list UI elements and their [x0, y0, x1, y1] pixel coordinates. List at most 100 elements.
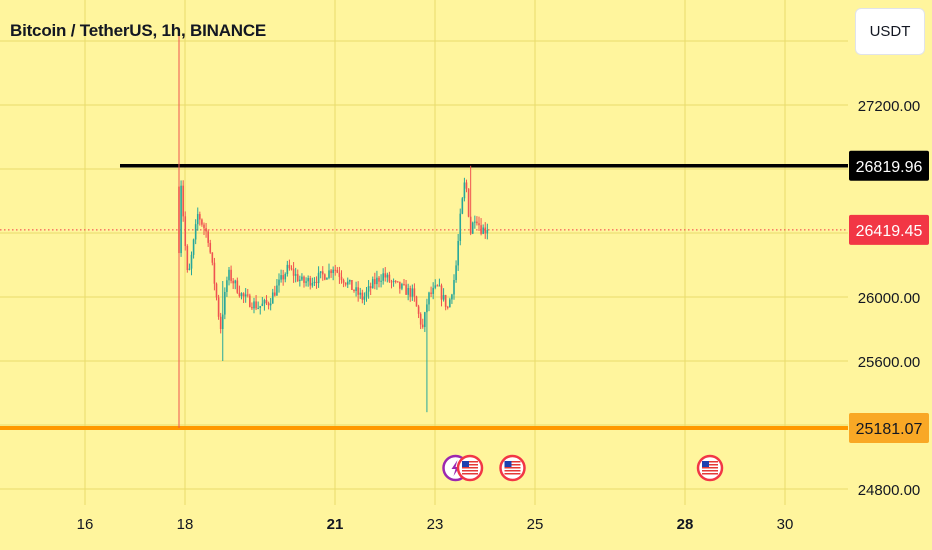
candle-body-down	[403, 284, 405, 286]
candle-body-up	[244, 294, 247, 297]
candle-body-down	[369, 286, 372, 289]
candle-body-down	[236, 280, 239, 293]
x-tick-label: 23	[427, 516, 444, 533]
us-flag-icon[interactable]	[456, 454, 484, 482]
candle-body-up	[261, 303, 264, 306]
candle-body-up	[461, 198, 464, 214]
candle-body-up	[451, 294, 453, 300]
lightning-bolt	[451, 460, 460, 476]
candle-body-down	[338, 272, 341, 277]
candle-body-up	[428, 292, 430, 305]
candle-body-up	[355, 287, 357, 292]
candle-body-up	[259, 305, 262, 308]
candle-body-up	[455, 265, 457, 281]
candle-body-down	[467, 188, 470, 217]
candle-body-down	[330, 270, 332, 274]
candle-body-up	[226, 280, 228, 292]
candle-body-down	[288, 264, 291, 269]
candle-body-down	[351, 280, 353, 290]
candle-body-up	[424, 312, 426, 328]
candle-body-down	[309, 278, 312, 286]
candle-body-up	[434, 285, 437, 288]
y-tick-label: 27200.00	[858, 98, 921, 115]
flag-stripe	[702, 473, 718, 475]
flag-stripe	[702, 464, 718, 466]
candle-body-up	[442, 295, 445, 300]
currency-button[interactable]: USDT	[855, 8, 925, 55]
candle-body-down	[399, 281, 401, 289]
candle-body-up	[180, 185, 182, 254]
candle-body-down	[394, 280, 397, 282]
candle-body-down	[344, 282, 347, 285]
candle-body-down	[415, 296, 418, 307]
x-tick-label: 16	[77, 516, 94, 533]
candle-body-up	[196, 214, 199, 225]
flag-stripe	[462, 470, 478, 472]
candles	[178, 33, 489, 429]
candle-body-up	[380, 280, 382, 282]
candle-body-down	[232, 280, 234, 284]
candle-body-up	[407, 288, 409, 295]
candle-body-up	[411, 288, 414, 297]
candle-body-down	[484, 227, 487, 234]
x-tick-label: 18	[177, 516, 194, 533]
flag-stripe	[462, 473, 478, 475]
candle-body-down	[296, 274, 299, 282]
candle-body-up	[224, 291, 226, 315]
candle-body-up	[349, 280, 351, 282]
candle-body-up	[326, 277, 328, 280]
candle-body-down	[421, 324, 424, 328]
candle-body-up	[432, 287, 434, 294]
candle-body-up	[257, 307, 259, 309]
us-flag-icon[interactable]	[499, 454, 526, 482]
candle-body-up	[294, 274, 297, 276]
candle-body-down	[201, 219, 203, 225]
candle-body-up	[471, 222, 474, 234]
candle-body-down	[357, 287, 359, 295]
candle-body-down	[290, 268, 293, 270]
candle-body-up	[278, 279, 280, 286]
y-tick-label: 24800.00	[858, 482, 921, 499]
candle-body-down	[182, 185, 184, 217]
flag-stripe	[462, 461, 478, 463]
flag-canton	[504, 461, 512, 467]
flag-stripe	[504, 470, 521, 472]
grid	[0, 0, 848, 505]
y-tick-label: 25600.00	[858, 354, 921, 371]
candle-body-up	[286, 264, 289, 275]
candle-body-up	[240, 293, 243, 297]
candle-body-down	[409, 288, 412, 297]
flag-stripe	[504, 461, 521, 463]
candle-body-up	[449, 299, 451, 308]
chart-title: Bitcoin / TetherUS, 1h, BINANCE	[10, 21, 267, 40]
axes: 16 18 21 23 25 28 30 24800.00 25600.00 26000.00 27…	[77, 98, 921, 533]
candle-body-down	[292, 269, 295, 276]
candle-body-down	[209, 242, 212, 253]
candle-body-down	[238, 292, 241, 297]
candle-body-down	[430, 292, 432, 294]
candle-body-down	[388, 274, 391, 282]
candle-body-down	[282, 275, 284, 280]
candle-body-down	[353, 289, 355, 292]
candle-body-down	[324, 274, 326, 280]
flag-stripe	[462, 467, 478, 469]
support-price-tag-text: 25181.07	[856, 421, 923, 438]
candle-body-up	[365, 291, 368, 297]
flag-canton	[702, 461, 709, 467]
candle-body-down	[336, 270, 339, 273]
candle-body-down	[417, 306, 420, 314]
candle-body-up	[271, 292, 274, 304]
event-markers[interactable]	[442, 454, 724, 482]
candle-body-down	[469, 216, 472, 234]
candle-body-up	[305, 281, 307, 283]
candle-body-up	[457, 240, 459, 266]
candle-body-up	[453, 280, 455, 295]
candle-body-down	[340, 276, 343, 281]
us-flag-icon[interactable]	[696, 454, 724, 482]
candle-body-up	[313, 281, 316, 283]
candle-body-down	[478, 223, 480, 226]
candle-body-down	[436, 285, 439, 287]
candle-body-down	[267, 303, 270, 306]
